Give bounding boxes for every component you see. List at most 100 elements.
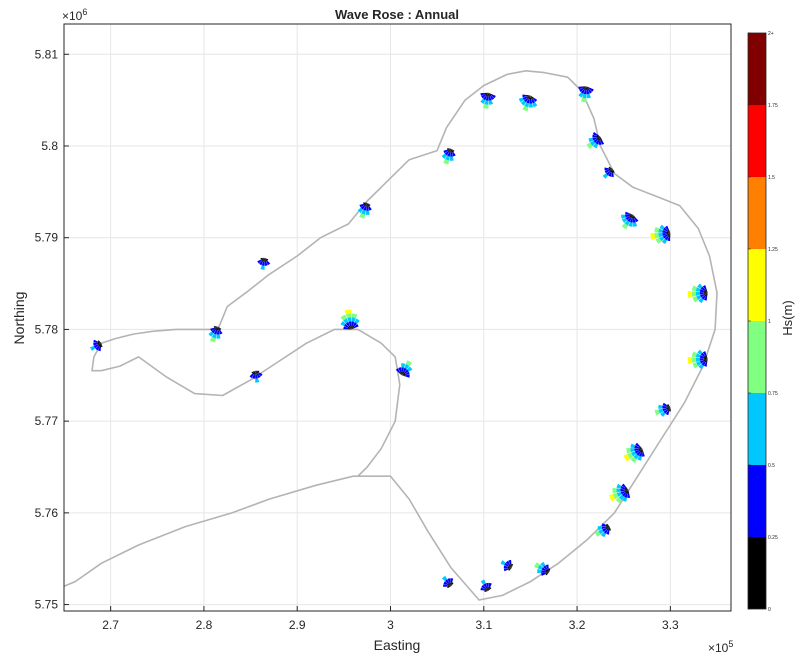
rose-segment [252,370,256,375]
rose-segment [664,235,669,241]
rose-segment [609,494,616,502]
rose-segment [637,455,642,461]
rose-segment [351,317,356,323]
rose-segment [703,290,708,293]
rose-segment [605,524,610,527]
rose-segment [592,131,598,136]
rose-segment [629,214,634,218]
rose-segment [351,326,356,330]
rose-segment [615,497,622,504]
rose-segment [345,322,350,327]
rose-segment [666,230,671,234]
rose-segment [634,450,640,454]
rose-segment [642,452,645,457]
colorbar-segment [748,465,766,537]
rose-segment [583,90,587,95]
rose-segment [208,331,214,337]
rose-segment [451,148,454,153]
rose-segment [534,562,540,569]
rose-segment [347,326,352,330]
rose-segment [702,351,707,356]
rose-segment [612,487,617,494]
rose-segment [522,96,528,101]
y-axis-label: Northing [11,292,27,345]
rose-segment [636,451,641,456]
rose-segment [503,568,509,572]
rose-segment [213,330,218,335]
chart-title: Wave Rose : Annual [335,7,459,22]
rose-segment [606,530,610,535]
rose-segment [623,454,631,462]
rose-segment [255,370,258,375]
wave-rose [623,442,645,463]
rose-segment [625,211,630,215]
rose-segment [633,222,638,227]
rose-segment [698,297,704,304]
colorbar-tick-label: 0.75 [768,391,778,397]
wave-rose [687,283,708,304]
rose-segment [545,572,550,576]
rose-segment [255,374,258,379]
colorbar-tick-label: 0.5 [768,463,775,469]
rose-segment [530,95,533,100]
rose-segment [659,236,665,242]
wave-rose [208,326,223,343]
rose-segment [532,102,538,108]
rose-segment [545,572,550,575]
rose-segment [365,202,368,207]
rose-segment [340,320,346,327]
rose-segment [524,97,529,103]
rose-segment [349,325,352,330]
rose-segment [255,370,259,374]
rose-segment [401,375,406,377]
rose-segment [580,97,587,103]
rose-segment [593,143,598,149]
rose-segment [695,353,701,358]
rose-segment [704,292,708,297]
rose-segment [353,322,357,327]
rose-segment [343,318,349,324]
rose-segment [597,136,601,141]
colorbar-label: Hs(m) [780,300,795,335]
rose-segment [480,579,486,585]
colorbar-segment [748,33,766,105]
rose-segment [401,371,405,376]
rose-segment [363,202,368,206]
rose-segment [700,352,706,357]
rose-segment [605,526,610,530]
x-exponent-base: ×10 [708,641,729,655]
rose-segment [626,489,629,494]
rose-segment [488,92,492,97]
rose-segment [625,214,630,218]
rose-segment [266,260,271,266]
rose-segment [366,202,369,207]
wave-rose [500,559,513,572]
rose-segment [662,402,668,407]
rose-segment [97,340,102,344]
rose-segment [530,95,534,99]
rose-segment [364,202,368,207]
rose-segment [594,530,601,537]
rose-segment [621,223,628,230]
rose-segment [541,567,547,572]
rose-segment [606,526,610,531]
rose-segment [695,357,700,362]
rose-segment [505,560,510,566]
rose-segment [541,570,546,573]
rose-segment [443,581,448,586]
rose-segment [507,566,512,569]
rose-segment [668,233,671,238]
rose-segment [687,357,693,364]
rose-segment [597,526,603,531]
y-tick-label: 5.79 [35,231,59,245]
rose-segment [520,100,527,106]
rose-segment [503,565,508,569]
rose-segment [611,172,614,177]
plot-frame [63,23,732,612]
rose-segment [485,96,489,101]
rose-segment [487,586,489,591]
x-tick-label: 3.3 [662,618,679,632]
wave-rose [609,483,631,504]
rose-segment [526,99,530,104]
coastline-path [63,70,718,601]
